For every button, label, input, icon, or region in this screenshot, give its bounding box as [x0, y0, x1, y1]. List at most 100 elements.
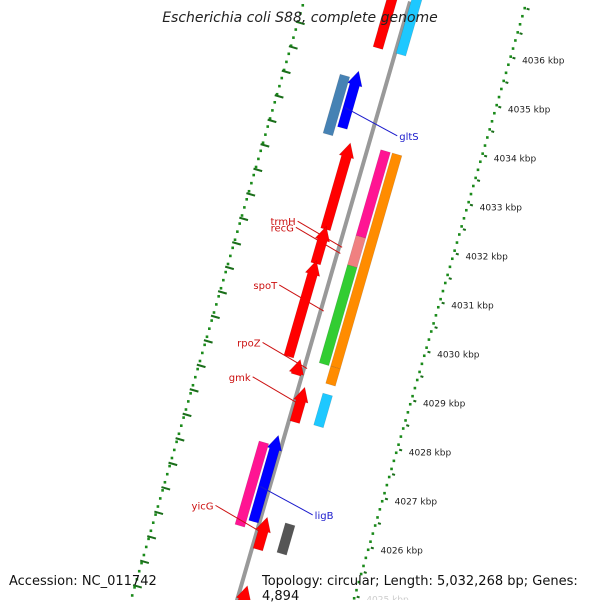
right-dotted-guide: [418, 370, 421, 374]
left-dotted-guide: [140, 561, 143, 565]
left-dotted-guide: [182, 416, 185, 419]
scale-tick-mark: [168, 461, 178, 467]
left-dotted-guide: [205, 335, 209, 339]
scale-tick-mark: [490, 130, 495, 133]
right-dotted-guide: [448, 265, 452, 269]
gene-label-leader: [215, 504, 261, 532]
scale-tick-mark: [224, 265, 235, 271]
gene-label-trmH: trmH: [271, 217, 296, 228]
right-dotted-guide: [446, 273, 449, 277]
left-dotted-guide: [273, 101, 277, 104]
left-dotted-guide: [142, 553, 146, 557]
right-dotted-guide: [455, 241, 459, 244]
right-dotted-guide: [378, 508, 382, 511]
gene-trmH: [347, 235, 366, 268]
left-dotted-guide: [282, 68, 286, 72]
left-dotted-guide: [154, 513, 157, 516]
gene-feature: [337, 70, 363, 130]
gene-feature: [310, 225, 330, 266]
left-dotted-guide: [301, 4, 305, 7]
left-dotted-guide: [193, 375, 197, 379]
left-dotted-guide: [233, 238, 237, 242]
left-dotted-guide: [137, 569, 141, 573]
scale-tick-mark: [260, 143, 270, 148]
left-dotted-guide: [299, 12, 302, 15]
right-dotted-guide: [366, 548, 370, 552]
scale-tick-mark: [455, 252, 459, 256]
right-dotted-guide: [497, 95, 501, 99]
right-dotted-guide: [509, 55, 513, 58]
left-dotted-guide: [268, 117, 272, 120]
left-dotted-guide: [250, 181, 253, 185]
left-dotted-guide: [170, 456, 174, 460]
right-dotted-guide: [450, 257, 454, 261]
left-dotted-guide: [184, 408, 188, 411]
right-dotted-guide: [453, 249, 456, 252]
left-dotted-guide: [156, 505, 160, 508]
right-dotted-guide: [380, 499, 384, 503]
scale-tick-mark: [448, 277, 452, 280]
scale-label: 4030 kbp: [437, 350, 480, 360]
scale-tick-mark: [189, 388, 199, 393]
scale-label: 4034 kbp: [494, 154, 537, 164]
gene-label-leader: [344, 107, 398, 137]
scale-tick-mark: [398, 448, 403, 452]
right-dotted-guide: [390, 467, 393, 471]
right-dotted-guide: [434, 314, 438, 317]
right-dotted-guide: [408, 402, 412, 406]
right-dotted-guide: [474, 176, 477, 180]
right-dotted-guide: [465, 208, 468, 212]
gene-rpoZ: [325, 365, 341, 387]
left-dotted-guide: [259, 149, 263, 153]
left-dotted-guide: [289, 44, 293, 48]
right-dotted-guide: [460, 225, 463, 228]
scale-tick-mark: [413, 399, 417, 403]
left-dotted-guide: [238, 222, 241, 225]
scale-label: 4025 kbp: [366, 595, 409, 600]
gene-feature: [395, 0, 423, 57]
scale-tick-mark: [384, 497, 389, 501]
left-dotted-guide: [210, 319, 213, 322]
right-dotted-guide: [467, 200, 470, 204]
gene-feature: [283, 259, 321, 359]
right-dotted-guide: [357, 580, 361, 584]
right-dotted-guide: [425, 346, 428, 349]
left-dotted-guide: [130, 594, 134, 597]
right-dotted-guide: [511, 47, 515, 50]
scale-label: 4026 kbp: [380, 546, 423, 556]
scale-tick-mark: [377, 522, 382, 525]
genome-title: Escherichia coli S88, complete genome: [162, 10, 438, 26]
gene-label-leader: [252, 376, 298, 404]
gene-yicG: [276, 522, 296, 556]
right-dotted-guide: [518, 23, 522, 26]
scale-tick-mark: [512, 56, 516, 60]
gene-feature: [372, 0, 401, 50]
left-dotted-guide: [266, 125, 270, 128]
right-dotted-guide: [462, 217, 466, 220]
scale-tick-mark: [239, 216, 249, 222]
left-dotted-guide: [224, 270, 227, 274]
scale-tick-mark: [356, 595, 360, 599]
right-dotted-guide: [432, 322, 435, 325]
right-dotted-guide: [399, 435, 403, 438]
left-dotted-guide: [217, 295, 220, 298]
scale-tick-mark: [434, 326, 438, 329]
right-dotted-guide: [401, 427, 405, 430]
left-dotted-guide: [243, 206, 246, 209]
right-dotted-guide: [507, 63, 510, 67]
right-dotted-guide: [385, 483, 389, 487]
left-dotted-guide: [278, 84, 281, 88]
gene-ligB: [234, 440, 270, 528]
gene-label-rpoZ: rpoZ: [237, 338, 261, 349]
right-dotted-guide: [427, 338, 431, 341]
right-dotted-guide: [364, 556, 368, 560]
scale-tick-mark: [462, 228, 467, 231]
scale-tick-mark: [217, 290, 228, 295]
scale-tick-mark: [427, 350, 431, 354]
left-dotted-guide: [144, 545, 148, 549]
right-dotted-guide: [362, 564, 365, 568]
gene-label-gltS: gltS: [399, 132, 418, 143]
right-dotted-guide: [420, 362, 424, 366]
scale-tick-mark: [281, 69, 291, 75]
right-dotted-guide: [486, 136, 489, 139]
